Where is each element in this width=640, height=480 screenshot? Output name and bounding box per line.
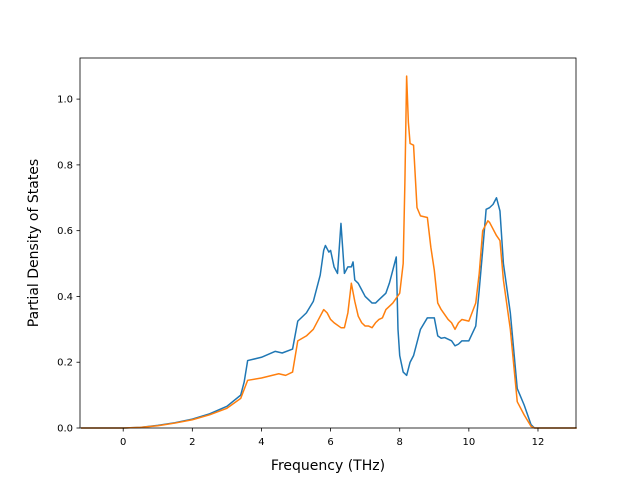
x-tick-label: 12 — [532, 437, 545, 448]
y-tick-label: 0.8 — [57, 160, 73, 171]
x-tick-label: 8 — [397, 437, 403, 448]
series-line-2 — [80, 75, 577, 429]
x-tick-label: 10 — [462, 437, 475, 448]
y-tick-label: 0.2 — [57, 358, 73, 369]
y-axis-ticks: 0.0 0.2 0.4 0.6 0.8 1.0 — [57, 95, 80, 435]
y-tick-label: 0.4 — [57, 292, 73, 303]
y-tick-label: 0.0 — [57, 424, 73, 435]
series-lines — [80, 75, 577, 429]
series-line-1 — [80, 197, 577, 429]
y-tick-label: 0.6 — [57, 226, 73, 237]
x-axis-ticks: 0 2 4 6 8 10 12 — [120, 428, 544, 448]
x-tick-label: 0 — [120, 437, 126, 448]
plot-frame — [79, 57, 577, 429]
y-tick-label: 1.0 — [57, 95, 73, 106]
y-axis-label: Partial Density of States — [26, 159, 42, 327]
x-axis-label: Frequency (THz) — [271, 458, 385, 474]
x-tick-label: 2 — [189, 437, 195, 448]
x-tick-label: 6 — [327, 437, 333, 448]
x-tick-label: 4 — [258, 437, 264, 448]
